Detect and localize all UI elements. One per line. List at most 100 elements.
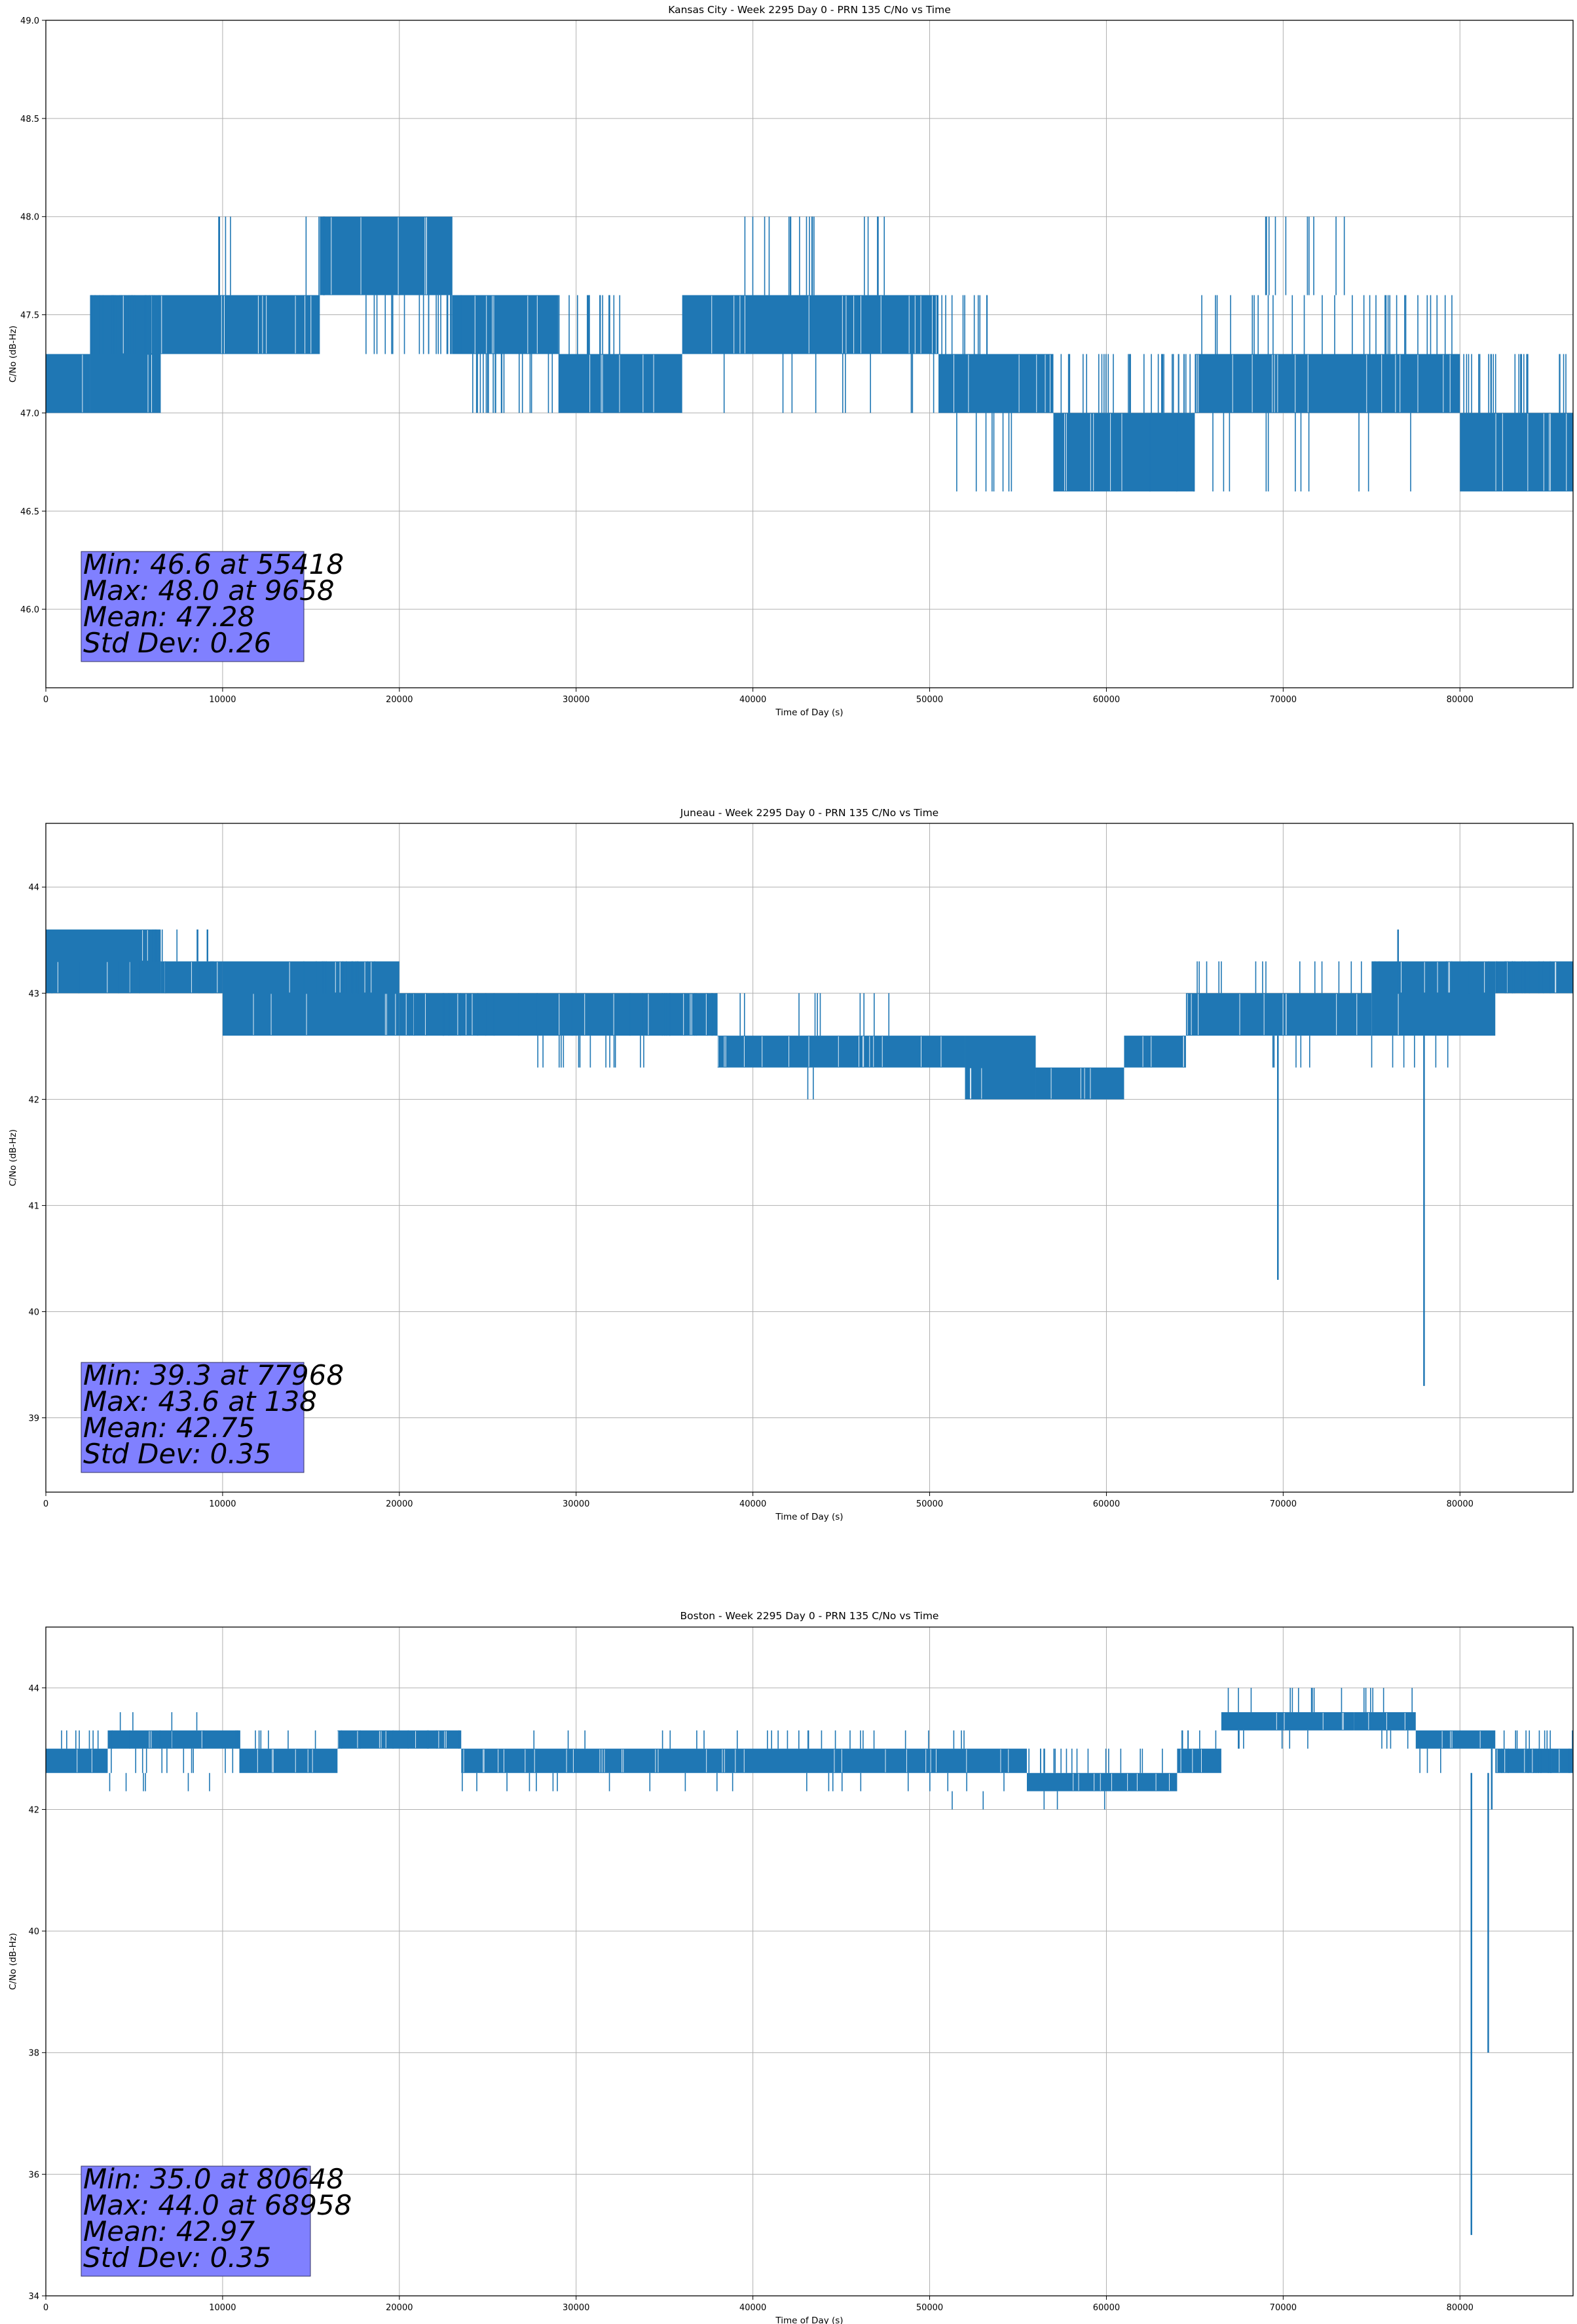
y-tick-label: 43 <box>28 989 39 999</box>
cno-series <box>46 216 1573 492</box>
stats-line: Std Dev: 0.26 <box>83 627 271 659</box>
y-axis-label: C/No (dB-Hz) <box>8 1933 18 1990</box>
series-band <box>1124 1036 1186 1068</box>
stats-line: Mean: 42.75 <box>83 1412 255 1444</box>
series-band <box>1371 961 1496 1036</box>
series-band <box>1354 1712 1416 1731</box>
y-tick-label: 47.5 <box>20 311 39 321</box>
x-tick-label: 50000 <box>916 1499 943 1509</box>
series-band <box>1221 1712 1354 1731</box>
series-band <box>938 354 1054 413</box>
series-band <box>452 295 559 354</box>
y-axis-label: C/No (dB-Hz) <box>8 1129 18 1186</box>
y-tick-label: 48.0 <box>20 213 39 223</box>
series-band <box>46 929 161 994</box>
x-tick-label: 20000 <box>386 2303 413 2313</box>
y-tick-label: 40 <box>28 1927 39 1937</box>
stats-line: Max: 48.0 at 9658 <box>83 574 335 607</box>
series-band <box>1460 413 1573 492</box>
series-band <box>682 295 939 354</box>
chart-panel-2: 0 10000 20000 30000 40000 50000 60000 70000 8000… <box>8 807 1574 1522</box>
x-tick-label: 60000 <box>1093 695 1120 705</box>
x-tick-label: 20000 <box>386 1499 413 1509</box>
series-band <box>965 1036 1036 1100</box>
series-band <box>1415 1730 1496 1749</box>
stats-line: Mean: 42.97 <box>83 2215 255 2247</box>
x-tick-label: 10000 <box>209 695 236 705</box>
series-band <box>1185 993 1372 1036</box>
x-tick-label: 40000 <box>739 2303 766 2313</box>
x-tick-label: 0 <box>43 2303 48 2313</box>
x-tick-label: 60000 <box>1093 2303 1120 2313</box>
stats-line: Std Dev: 0.35 <box>83 1438 271 1470</box>
x-tick-label: 80000 <box>1447 695 1474 705</box>
series-band <box>337 1730 462 1749</box>
x-tick-label: 0 <box>43 695 48 705</box>
x-tick-label: 10000 <box>209 1499 236 1509</box>
x-tick-label: 40000 <box>739 695 766 705</box>
y-tick-label: 38 <box>28 2049 39 2059</box>
x-tick-label: 70000 <box>1270 1499 1297 1509</box>
series-band <box>107 1730 240 1749</box>
x-tick-label: 40000 <box>739 1499 766 1509</box>
series-band <box>240 1748 338 1773</box>
x-tick-label: 0 <box>43 1499 48 1509</box>
series-band <box>1195 354 1460 413</box>
cno-series <box>46 1687 1573 2236</box>
series-band <box>1053 413 1195 492</box>
stats-box-background <box>81 2165 311 2277</box>
stats-box-background <box>81 1362 305 1473</box>
stats-line: Std Dev: 0.35 <box>83 2241 271 2274</box>
y-tick-label: 41 <box>28 1201 39 1211</box>
series-band <box>717 1036 965 1068</box>
x-axis-label: Time of Day (s) <box>775 2315 843 2324</box>
chart-title: Juneau - Week 2295 Day 0 - PRN 135 C/No … <box>680 807 938 819</box>
chart-panel-3: 0 10000 20000 30000 40000 50000 60000 70000 8000… <box>8 1610 1574 2324</box>
x-tick-label: 30000 <box>563 695 589 705</box>
y-tick-label: 42 <box>28 1095 39 1105</box>
stats-line: Min: 46.6 at 55418 <box>83 548 344 580</box>
axes-frame <box>45 823 1574 1493</box>
x-tick-label: 20000 <box>386 695 413 705</box>
y-tick-label: 34 <box>28 2292 39 2302</box>
stats-box-background <box>81 551 305 662</box>
series-band <box>558 354 682 413</box>
y-tick-label: 48.5 <box>20 115 39 124</box>
axes-frame <box>45 1626 1574 2296</box>
series-band <box>1026 1772 1178 1791</box>
x-tick-label: 70000 <box>1270 695 1297 705</box>
stats-line: Min: 39.3 at 77968 <box>83 1359 344 1391</box>
x-tick-label: 70000 <box>1270 2303 1297 2313</box>
y-tick-label: 49.0 <box>20 16 39 26</box>
series-band <box>46 354 90 413</box>
series-band <box>46 1748 108 1773</box>
series-band <box>160 295 320 354</box>
series-band <box>1035 1067 1124 1100</box>
y-tick-label: 46.0 <box>20 605 39 615</box>
x-tick-label: 80000 <box>1447 2303 1474 2313</box>
chart-title: Kansas City - Week 2295 Day 0 - PRN 135 … <box>668 4 951 16</box>
y-tick-label: 36 <box>28 2170 39 2180</box>
y-axis-label: C/No (dB-Hz) <box>8 326 18 383</box>
x-tick-label: 80000 <box>1447 1499 1474 1509</box>
x-tick-label: 50000 <box>916 2303 943 2313</box>
y-tick-label: 40 <box>28 1307 39 1317</box>
x-tick-label: 10000 <box>209 2303 236 2313</box>
x-axis-label: Time of Day (s) <box>775 1512 843 1522</box>
x-tick-label: 30000 <box>563 2303 589 2313</box>
y-tick-label: 44 <box>28 1684 39 1694</box>
cno-series <box>46 929 1573 1386</box>
chart-title: Boston - Week 2295 Day 0 - PRN 135 C/No … <box>680 1610 939 1622</box>
x-axis-label: Time of Day (s) <box>775 707 843 718</box>
series-band <box>1177 1748 1221 1773</box>
series-band <box>1495 961 1573 994</box>
chart-panel-1: 0 10000 20000 30000 40000 50000 60000 70000 8000… <box>8 4 1574 718</box>
stats-line: Max: 44.0 at 68958 <box>83 2189 352 2221</box>
y-tick-label: 47.0 <box>20 409 39 419</box>
series-band <box>222 961 399 1036</box>
y-tick-label: 44 <box>28 883 39 893</box>
